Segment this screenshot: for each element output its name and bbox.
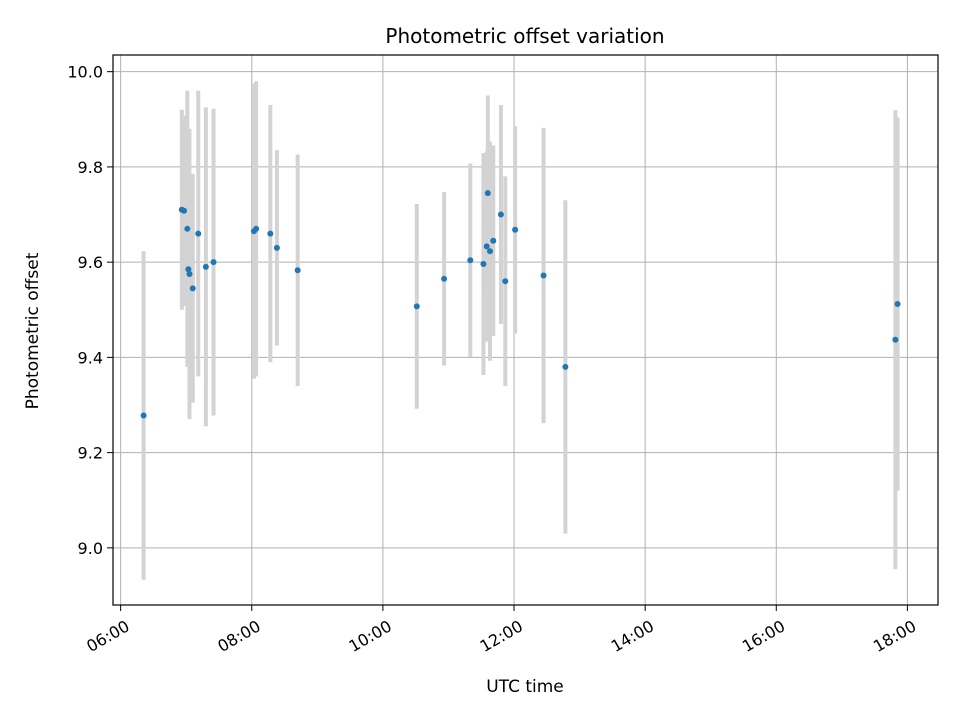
data-point [483,243,490,250]
y-tick-label: 9.6 [78,253,103,272]
data-point [497,211,504,218]
data-point [185,266,192,273]
data-point [892,336,899,343]
data-point [140,412,147,419]
y-tick-label: 9.4 [78,348,103,367]
y-axis-label: Photometric offset [23,252,43,409]
data-point [195,230,202,237]
y-tick-label: 9.2 [78,444,103,463]
plot-frame [112,54,939,606]
data-point [186,271,193,278]
data-point [490,237,497,244]
data-points [140,190,901,419]
data-point [502,278,509,285]
data-point [540,272,547,279]
y-tick-label: 9.8 [78,158,103,177]
data-point [273,244,280,251]
data-point [413,303,420,310]
data-point [267,230,274,237]
data-point [181,207,188,214]
data-point [210,259,217,266]
data-point [512,226,519,233]
y-tick-label: 10.0 [67,63,103,82]
data-point [467,257,474,264]
data-point [253,225,260,232]
data-point [189,285,196,292]
data-point [562,363,569,370]
data-point [484,190,491,197]
data-point [294,267,301,274]
data-point [441,275,448,282]
data-point [894,301,901,308]
data-point [184,225,191,232]
data-point [486,248,493,255]
chart-title: Photometric offset variation [385,24,664,48]
y-tick-label: 9.0 [78,539,103,558]
data-point [480,261,487,268]
data-point [202,263,209,270]
x-axis-label: UTC time [486,677,564,697]
y-axis-ticks: 9.0 9.2 9.4 9.6 9.8 10.0 [67,63,113,558]
grid [113,55,938,605]
